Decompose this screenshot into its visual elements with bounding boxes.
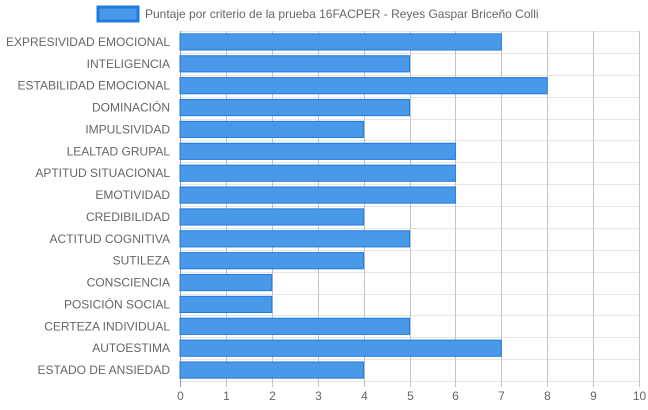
x-tick-label: 7 <box>498 389 505 403</box>
category-label: INTELIGENCIA <box>87 57 170 71</box>
x-tick-label: 8 <box>544 389 551 403</box>
bar <box>179 273 273 292</box>
category-label: ESTADO DE ANSIEDAD <box>38 363 171 377</box>
bar <box>179 55 410 73</box>
category-label: APTITUD SITUACIONAL <box>35 166 170 180</box>
category-label: SUTILEZA <box>113 254 170 268</box>
category-label: DOMINACIÓN <box>92 100 170 115</box>
category-label: IMPULSIVIDAD <box>85 122 170 136</box>
bar <box>179 339 502 357</box>
bar <box>179 295 273 314</box>
bar <box>179 252 365 270</box>
bar <box>179 33 502 51</box>
x-axis-ticks: 0 1 2 3 4 5 6 7 8 9 10 <box>177 389 646 403</box>
x-tick-label: 0 <box>177 389 184 403</box>
category-label: LEALTAD GRUPAL <box>67 144 171 158</box>
category-label: CONSCIENCIA <box>87 276 170 290</box>
x-tick-label: 4 <box>361 389 368 403</box>
x-tick-label: 10 <box>633 389 647 403</box>
bar <box>179 208 365 226</box>
bars <box>179 33 548 379</box>
category-label: EMOTIVIDAD <box>95 188 170 202</box>
category-label: POSICIÓN SOCIAL <box>64 296 170 311</box>
bar <box>179 230 410 248</box>
category-label: CREDIBILIDAD <box>86 210 170 224</box>
bar <box>179 98 410 117</box>
category-label: ACTITUD COGNITIVA <box>50 232 170 246</box>
category-label: AUTOESTIMA <box>92 341 170 355</box>
bar <box>179 142 456 160</box>
bar <box>179 77 548 95</box>
bar <box>179 164 456 182</box>
x-tick-label: 6 <box>452 389 459 403</box>
bar <box>179 120 365 139</box>
x-tick-label: 2 <box>269 389 276 403</box>
bar <box>179 361 365 379</box>
x-tick-label: 9 <box>590 389 597 403</box>
category-labels: EXPRESIVIDAD EMOCIONAL INTELIGENCIA ESTABI… <box>6 35 170 377</box>
x-tick-label: 5 <box>407 389 414 403</box>
legend-label: Puntaje por criterio de la prueba 16FACP… <box>145 7 539 21</box>
legend-swatch <box>96 5 140 23</box>
category-label: EXPRESIVIDAD EMOCIONAL <box>6 35 170 49</box>
legend[interactable]: Puntaje por criterio de la prueba 16FACP… <box>96 5 539 23</box>
bar <box>179 317 410 335</box>
x-tick-label: 3 <box>315 389 322 403</box>
category-label: ESTABILIDAD EMOCIONAL <box>18 79 171 93</box>
bar <box>179 186 456 204</box>
category-label: CERTEZA INDIVIDUAL <box>44 319 170 333</box>
x-tick-label: 1 <box>223 389 230 403</box>
